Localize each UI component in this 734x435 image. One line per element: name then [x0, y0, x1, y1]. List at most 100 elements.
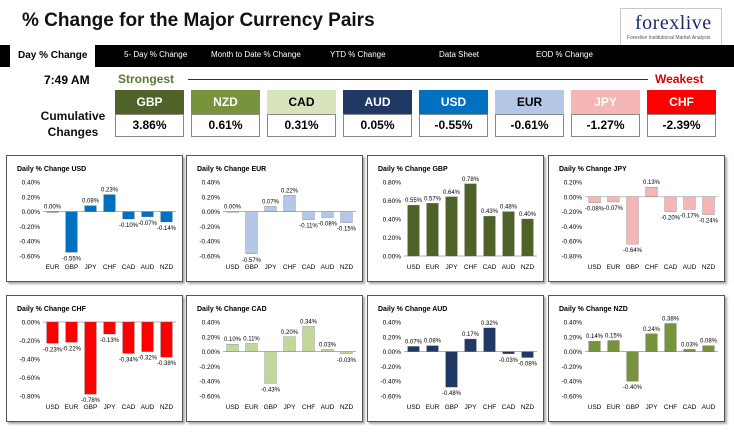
data-label: 0.24% — [643, 327, 661, 333]
bar-jpy — [283, 336, 296, 352]
x-tick-label: EUR — [245, 404, 259, 411]
currency-box-usd: USD -0.55% — [419, 90, 488, 137]
x-tick-label: CAD — [302, 264, 316, 271]
data-label: 0.13% — [643, 180, 661, 186]
x-tick-label: CHF — [645, 264, 658, 271]
currency-box-aud: AUD 0.05% — [343, 90, 412, 137]
bar-cad — [122, 321, 135, 354]
nav-ytd-change[interactable]: YTD % Change — [330, 50, 386, 59]
nav-5day-change[interactable]: 5- Day % Change — [124, 50, 188, 59]
data-label: -0.07% — [604, 206, 624, 212]
x-tick-label: CAD — [122, 404, 136, 411]
y-tick-label: -0.60% — [199, 394, 220, 401]
chart-panel-chf: Daily % Change CHF -0.80% -0.60% -0.40% -0.2… — [6, 295, 183, 422]
bar-chf — [483, 327, 496, 352]
bar-aud — [321, 349, 334, 352]
data-label: 0.03% — [319, 342, 337, 348]
bar-gbp — [264, 351, 277, 384]
bar-usd — [226, 211, 239, 213]
y-tick-label: -0.20% — [561, 364, 582, 371]
currency-value: -2.39% — [647, 114, 716, 137]
data-label: -0.57% — [242, 258, 262, 264]
x-tick-label: CAD — [483, 264, 497, 271]
data-label: -0.64% — [623, 248, 643, 254]
strength-arrow-line — [188, 79, 648, 80]
y-tick-label: -0.40% — [380, 379, 401, 386]
bar-eur — [46, 211, 59, 213]
x-tick-label: USD — [588, 264, 602, 271]
x-tick-label: EUR — [426, 404, 440, 411]
chart-panel-eur: Daily % Change EUR -0.60% -0.40% -0.20% 0.00… — [186, 155, 363, 282]
forexlive-logo[interactable]: forexlive Forexlive Institutional Market… — [620, 8, 722, 46]
bar-aud — [502, 211, 515, 257]
bar-nzd — [160, 211, 173, 223]
logo-text: forexlive — [635, 12, 712, 34]
data-label: -0.17% — [680, 213, 700, 219]
bar-usd — [226, 344, 239, 352]
y-tick-label: 0.20% — [383, 334, 402, 341]
data-label: 0.08% — [700, 339, 718, 345]
x-tick-label: JPY — [265, 264, 278, 271]
y-tick-label: 0.40% — [564, 320, 583, 327]
x-tick-label: CHF — [302, 404, 315, 411]
data-label: 0.00% — [224, 205, 242, 211]
logo-tagline: Forexlive Institutional Market Analysis — [627, 35, 711, 41]
x-tick-label: CHF — [103, 264, 116, 271]
data-label: -0.34% — [119, 357, 139, 363]
nav-eod-change[interactable]: EOD % Change — [536, 50, 593, 59]
x-tick-label: USD — [226, 404, 240, 411]
data-label: -0.32% — [138, 356, 158, 362]
nav-data-sheet[interactable]: Data Sheet — [439, 50, 480, 59]
currency-box-eur: EUR -0.61% — [495, 90, 564, 137]
data-label: 0.32% — [481, 321, 499, 327]
bar-gbp — [65, 211, 78, 253]
data-label: 0.55% — [405, 198, 423, 204]
x-tick-label: AUD — [141, 264, 155, 271]
bar-eur — [607, 196, 620, 203]
chart-panel-gbp: Daily % Change GBP 0.00% 0.20% 0.40% 0.60% 0.… — [367, 155, 544, 282]
y-tick-label: 0.40% — [202, 180, 221, 187]
data-label: 0.11% — [243, 336, 260, 342]
bar-chf — [664, 323, 677, 352]
weakest-label: Weakest — [655, 72, 704, 86]
x-tick-label: USD — [226, 264, 240, 271]
nav-day-change[interactable]: Day % Change — [10, 45, 96, 67]
strongest-label: Strongest — [118, 72, 175, 86]
currency-name: GBP — [115, 90, 184, 114]
x-tick-label: USD — [407, 264, 421, 271]
bar-aud — [683, 196, 696, 210]
x-tick-label: AUD — [321, 404, 335, 411]
data-label: -0.22% — [62, 346, 82, 352]
chart-panel-usd: Daily % Change USD -0.60% -0.40% -0.20% 0.00… — [6, 155, 183, 282]
data-label: 0.08% — [424, 339, 442, 345]
x-tick-label: GBP — [626, 264, 640, 271]
x-tick-label: CHF — [483, 404, 496, 411]
currency-value: 0.31% — [267, 114, 336, 137]
y-tick-label: -0.80% — [561, 254, 582, 261]
chart-aud: Daily % Change AUD -0.60% -0.40% -0.20% 0.00… — [378, 306, 538, 411]
data-label: -0.03% — [499, 358, 519, 364]
bar-eur — [607, 340, 620, 352]
x-tick-label: GBP — [445, 404, 459, 411]
x-tick-label: JPY — [465, 404, 478, 411]
nav-month-to-date-change[interactable]: Month to Date % Change — [211, 50, 301, 59]
bar-aud — [321, 211, 334, 218]
data-label: 0.00% — [44, 205, 62, 211]
bar-aud — [702, 345, 715, 352]
chart-chf: Daily % Change CHF-0.80%-0.60%-0.40%-0.2… — [17, 306, 177, 411]
data-label: 0.20% — [281, 330, 299, 336]
x-tick-label: AUD — [321, 264, 335, 271]
bar-cad — [664, 196, 677, 212]
currency-box-cad: CAD 0.31% — [267, 90, 336, 137]
bar-jpy — [264, 206, 277, 212]
data-label: 0.03% — [681, 342, 699, 348]
chart-panel-nzd: Daily % Change NZD -0.60% -0.40% -0.20% 0.00… — [548, 295, 725, 422]
x-tick-label: NZD — [160, 404, 174, 411]
x-tick-label: GBP — [264, 404, 278, 411]
bar-gbp — [84, 321, 97, 395]
y-tick-label: -0.40% — [199, 379, 220, 386]
y-tick-label: -0.60% — [380, 394, 401, 401]
bar-eur — [65, 321, 78, 343]
x-tick-label: CAD — [664, 264, 678, 271]
chart-title: Daily % Change EUR — [197, 166, 266, 173]
